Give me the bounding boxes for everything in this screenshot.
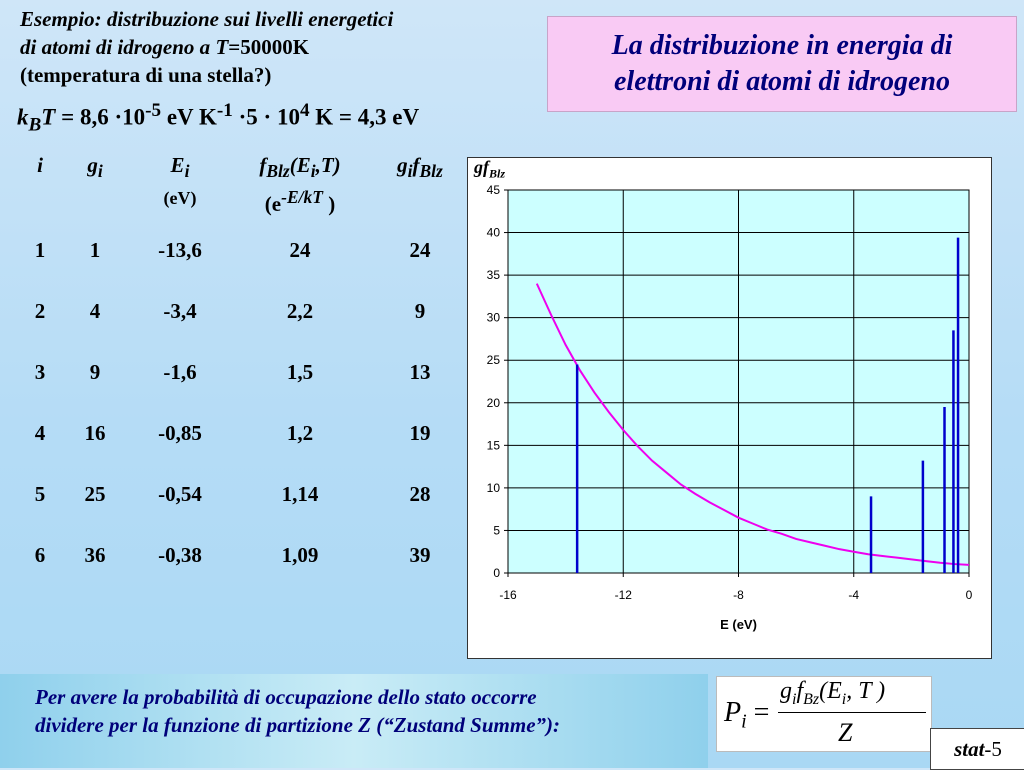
kbt-tail: K = 4,3 eV [309,104,420,130]
cell-i: 4 [34,421,46,445]
cell-i: 3 [34,360,46,384]
table-row: 3 9 -1,6 1,5 13 [20,342,470,403]
bottom-line-2: dividere per la funzione di partizione Z… [35,713,561,737]
table-row: 4 16 -0,85 1,2 19 [20,403,470,464]
table-row: 5 25 -0,54 1,14 28 [20,464,470,525]
slide-title: La distribuzione in energia di elettroni… [547,16,1017,112]
formula-denominator: Z [838,718,853,747]
cell-f: 1,5 [286,360,314,384]
cell-E: -0,38 [158,543,202,567]
cell-f: 1,2 [286,421,314,445]
intro-line-1: Esempio: distribuzione sui livelli energ… [20,7,394,31]
y-tick-label: 25 [487,353,501,367]
cell-g: 16 [84,421,106,445]
y-tick-label: 30 [487,311,501,325]
header-gf: gifBlz [397,153,443,182]
title-line-2: elettroni di atomi di idrogeno [613,66,950,97]
y-tick-label: 45 [487,183,501,197]
cell-f: 1,09 [281,543,319,567]
cell-E: -0,85 [158,421,202,445]
table-row: 6 36 -0,38 1,09 39 [20,525,470,586]
cell-i: 5 [34,482,46,506]
intro-line-3: (temperatura di una stella?) [20,63,272,87]
cell-gf: 19 [409,421,431,445]
kbt-eq1: = 8,6 ·10 [55,104,146,130]
boltzmann-curve [535,283,970,566]
kbt-mid: ·5 · 10 [232,104,300,130]
kbt-exp1: -5 [145,100,162,121]
distribution-chart: 0 5 10 15 20 25 30 35 40 45 -16 -12 -8 -4 0 E (eV) [487,183,973,632]
y-tick-label: 20 [487,396,501,410]
intro-text: Esempio: distribuzione sui livelli energ… [20,5,393,89]
header-i: i [37,153,43,177]
cell-g: 36 [84,543,106,567]
cell-gf: 24 [409,238,431,262]
cell-g: 9 [89,360,101,384]
cell-i: 2 [34,299,46,323]
cell-g: 25 [84,482,106,506]
cell-i: 1 [34,238,46,262]
formula-numerator: gifBz(Ei, T ) [780,678,886,708]
header-f: fBlz(Ei,T) (e-E/kT ) [259,153,341,217]
x-tick-label: -4 [848,588,859,602]
cell-g: 1 [89,238,101,262]
x-tick-label: 0 [966,588,973,602]
y-tick-label: 40 [487,226,501,240]
slide-number: stat -5 [930,728,1024,770]
cell-f: 24 [289,238,311,262]
bottom-line-1: Per avere la probabilità di occupazione … [35,685,537,709]
y-tick-label: 0 [493,566,500,580]
header-g: gi [87,153,103,182]
cell-gf: 28 [409,482,431,506]
probability-formula [716,676,932,752]
cell-f: 1,14 [281,482,319,506]
cell-f: 2,2 [286,299,314,323]
intro-line-2-T: T [215,35,229,59]
y-tick-label: 10 [487,481,501,495]
title-line-1: La distribuzione in energia di [611,30,953,61]
kbt-T: T [41,104,56,130]
x-tick-label: -8 [733,588,744,602]
cell-E: -1,6 [163,360,197,384]
cell-gf: 39 [409,543,431,567]
x-tick-label: -12 [615,588,633,602]
intro-line-2b: =50000K [228,35,310,59]
chart-y-label: gfBlz [474,157,506,181]
bottom-text: Per avere la probabilità di occupazione … [35,683,700,739]
chart-container: 0 5 10 15 20 25 30 35 40 45 -16 -12 -8 -4 0 E (eV) [467,157,992,659]
kbt-formula: kBT = 8,6 ·10-5 eV K-1 ·5 · 104 K = 4,3 … [17,100,419,136]
cell-E: -0,54 [158,482,202,506]
kbt-exp3: 4 [299,100,310,121]
cell-i: 6 [34,543,46,567]
energy-levels-table: i gi Ei (eV) fBlz(Ei,T) (e-E/kT ) gifBlz 1… [20,152,470,586]
fraction-line [778,712,926,713]
y-tick-label: 35 [487,268,501,282]
intro-line-2a: di atomi di idrogeno a [20,35,216,59]
cell-gf: 13 [409,360,431,384]
kbt-B: B [28,114,42,136]
bottom-banner [0,674,708,768]
table-row: 1 1 -13,6 24 24 [20,220,470,281]
kbt-unit1: eV K [161,104,217,130]
cell-gf: 9 [414,299,426,323]
cell-E: -13,6 [158,238,202,262]
cell-E: -3,4 [163,299,197,323]
y-tick-label: 15 [487,438,501,452]
table-header: i gi Ei (eV) fBlz(Ei,T) (e-E/kT ) gifBlz [20,152,470,220]
header-E: Ei (eV) [163,153,197,209]
formula-lhs: Pi = [724,697,770,733]
y-tick-label: 5 [493,523,500,537]
cell-g: 4 [89,299,101,323]
kbt-k: k [17,104,29,130]
x-axis-label: E (eV) [720,617,757,632]
x-tick-label: -16 [499,588,517,602]
kbt-exp2: -1 [216,100,233,121]
table-row: 2 4 -3,4 2,2 9 [20,281,470,342]
